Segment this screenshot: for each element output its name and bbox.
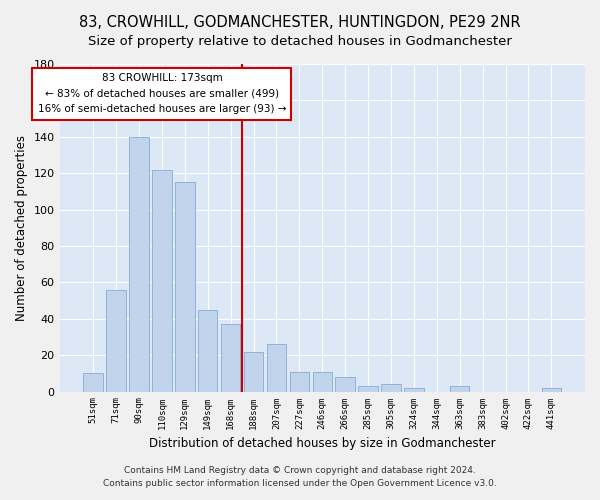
Bar bbox=[290, 372, 309, 392]
Bar bbox=[542, 388, 561, 392]
Text: 83 CROWHILL: 173sqm
← 83% of detached houses are smaller (499)
16% of semi-detac: 83 CROWHILL: 173sqm ← 83% of detached ho… bbox=[38, 73, 286, 114]
Bar bbox=[152, 170, 172, 392]
Bar bbox=[404, 388, 424, 392]
Bar bbox=[381, 384, 401, 392]
Bar bbox=[244, 352, 263, 392]
Bar bbox=[221, 324, 241, 392]
Y-axis label: Number of detached properties: Number of detached properties bbox=[15, 135, 28, 321]
Bar bbox=[129, 137, 149, 392]
X-axis label: Distribution of detached houses by size in Godmanchester: Distribution of detached houses by size … bbox=[149, 437, 496, 450]
Bar bbox=[106, 290, 126, 392]
Bar bbox=[175, 182, 194, 392]
Bar bbox=[313, 372, 332, 392]
Bar bbox=[83, 374, 103, 392]
Text: Contains HM Land Registry data © Crown copyright and database right 2024.
Contai: Contains HM Land Registry data © Crown c… bbox=[103, 466, 497, 487]
Text: 83, CROWHILL, GODMANCHESTER, HUNTINGDON, PE29 2NR: 83, CROWHILL, GODMANCHESTER, HUNTINGDON,… bbox=[79, 15, 521, 30]
Bar bbox=[198, 310, 217, 392]
Bar bbox=[335, 377, 355, 392]
Bar bbox=[267, 344, 286, 392]
Text: Size of property relative to detached houses in Godmanchester: Size of property relative to detached ho… bbox=[88, 35, 512, 48]
Bar bbox=[450, 386, 469, 392]
Bar bbox=[358, 386, 378, 392]
